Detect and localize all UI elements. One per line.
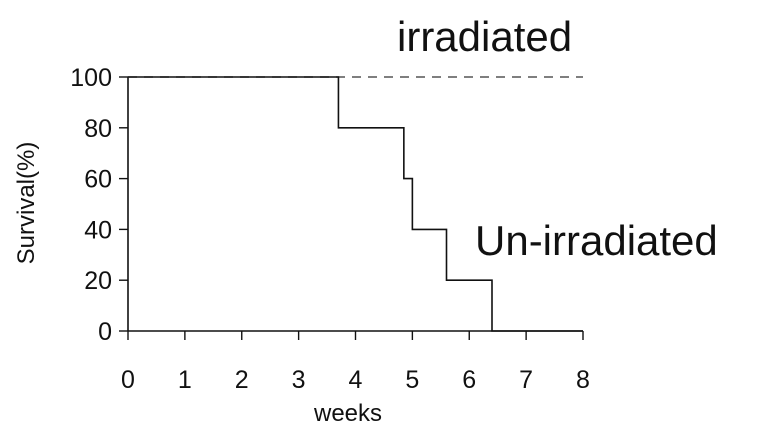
series-line-un-irradiated [128,76,583,332]
y-axis-title: Survival(%) [13,142,40,265]
y-tick-label: 80 [84,115,112,143]
x-tick-label: 2 [235,366,249,394]
x-tick-label: 0 [121,366,135,394]
y-tick-label: 100 [70,64,112,92]
x-tick-label: 4 [349,366,363,394]
plot-area: 0 20 40 60 80 100 0 1 2 3 4 5 6 7 8 [70,64,590,394]
y-tick-label: 0 [98,318,112,346]
x-tick-label: 7 [519,366,533,394]
series-label-un-irradiated: Un-irradiated [475,217,718,264]
y-tick-label: 60 [84,166,112,194]
y-tick-label: 40 [84,216,112,244]
x-tick-label: 1 [178,366,192,394]
y-tick-label: 20 [84,267,112,295]
x-axis-title: weeks [313,400,382,427]
x-tick-label: 6 [462,366,476,394]
series-label-irradiated: irradiated [397,13,572,60]
x-tick-label: 3 [292,366,306,394]
x-tick-label: 8 [576,366,590,394]
x-tick-label: 5 [405,366,419,394]
